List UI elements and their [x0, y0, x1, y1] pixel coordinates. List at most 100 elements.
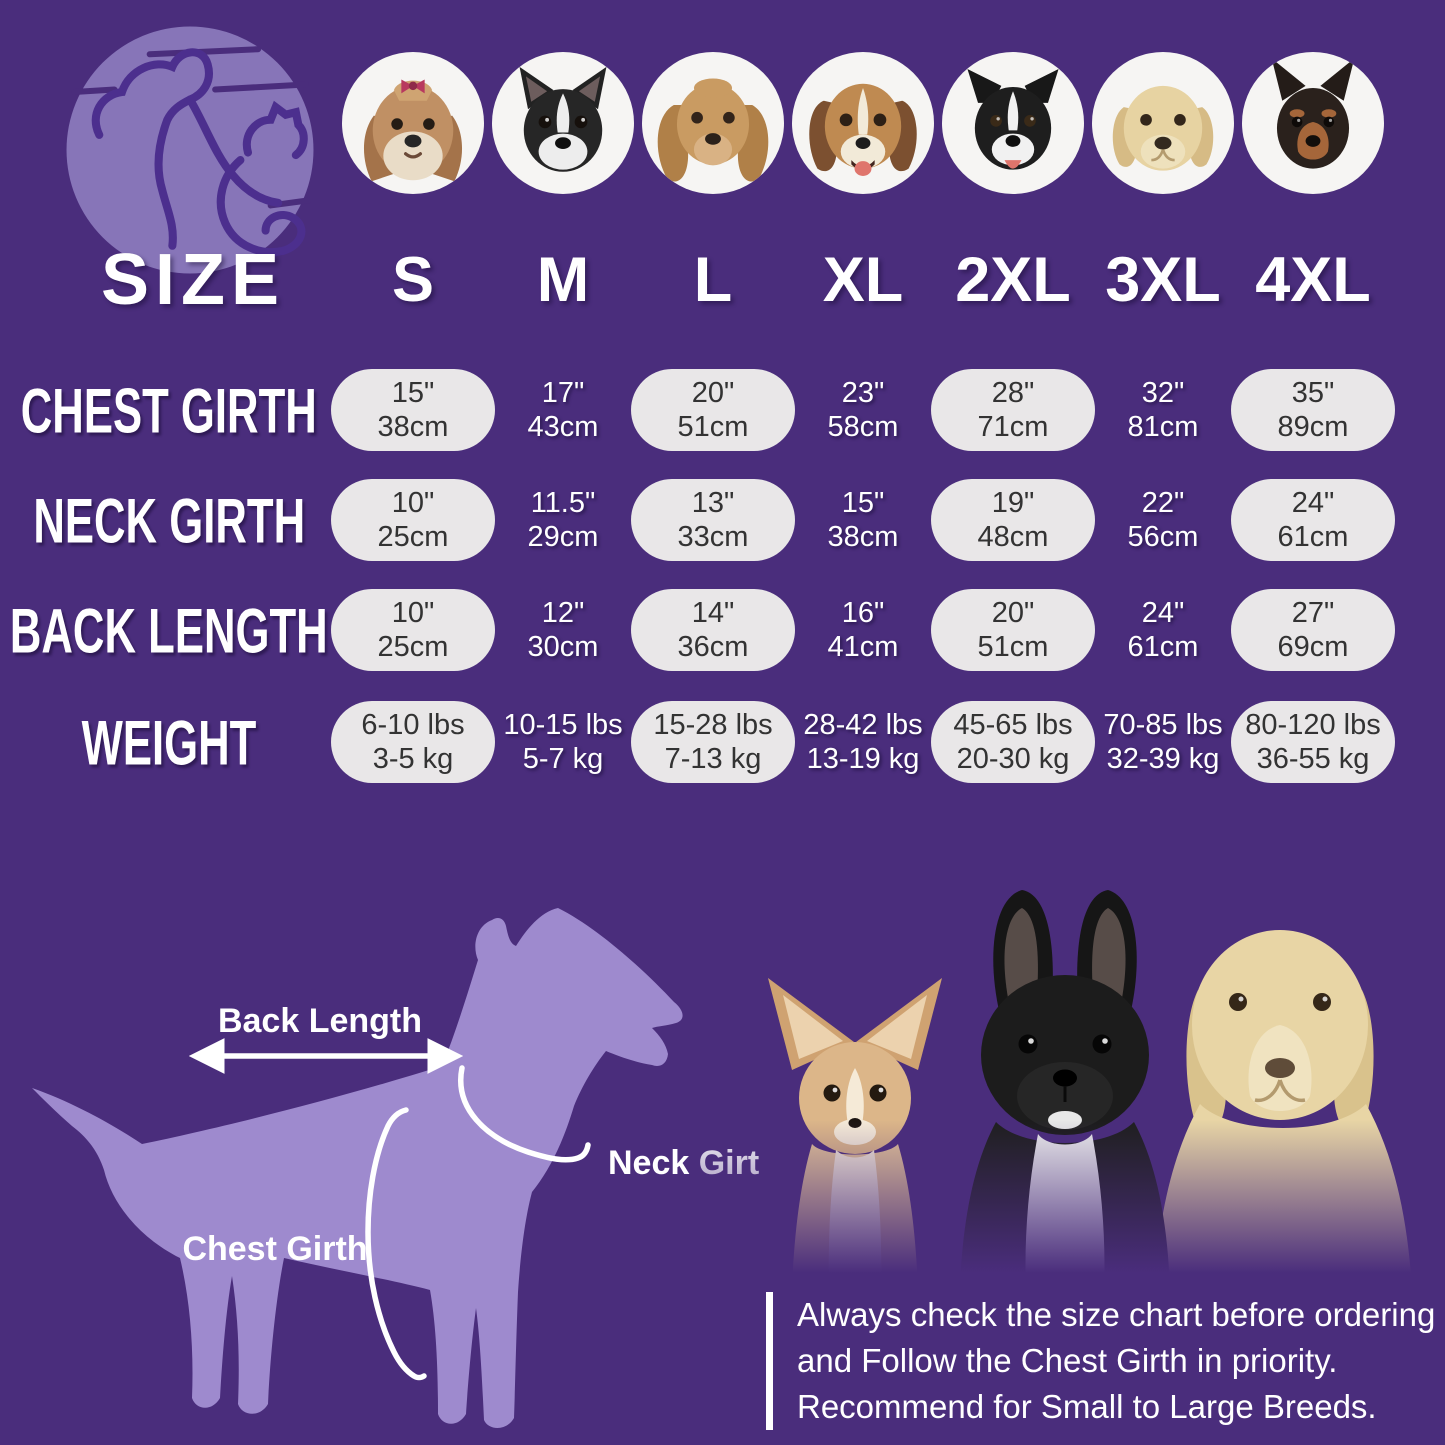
cell-row1-col3: 15" 38cm — [781, 479, 945, 561]
cell-value: 14" — [691, 597, 735, 629]
cell-value: 16" — [841, 597, 885, 629]
cell-row2-col0: 10" 25cm — [331, 589, 495, 671]
row-label-neck-girth: NECK GIRTH — [33, 484, 305, 556]
cell-row0-col5: 32" 81cm — [1081, 369, 1245, 451]
cell-value: 89cm — [1277, 411, 1349, 443]
cell-value: 32-39 kg — [1106, 743, 1220, 775]
cell-value: 38cm — [827, 521, 899, 553]
labrador-icon — [1112, 85, 1214, 171]
cell-value: 10" — [391, 597, 435, 629]
row-label-back-length: BACK LENGTH — [10, 594, 328, 666]
cell-value: 32" — [1141, 377, 1185, 409]
size-header-4xl: 4XL — [1255, 245, 1371, 315]
shih-tzu-icon — [363, 79, 463, 182]
size-header-row: SIZE S M L XL 2XL 3XL 4XL — [0, 238, 1445, 322]
cell-row3-col6: 80-120 lbs 36-55 kg — [1231, 701, 1395, 783]
cell-row0-col4: 28" 71cm — [931, 369, 1095, 451]
size-advice-note: Always check the size chart before order… — [766, 1292, 1437, 1430]
cell-value: 36-55 kg — [1256, 743, 1370, 775]
cell-value: 58cm — [827, 411, 899, 443]
chest-girth-label: Chest Girth — [182, 1230, 367, 1268]
cell-value: 25cm — [377, 521, 449, 553]
note-line-1: Always check the size chart before order… — [797, 1296, 1436, 1333]
cell-value: 71cm — [977, 411, 1049, 443]
breed-photo-boston-terrier — [488, 52, 638, 194]
cell-value: 30cm — [527, 631, 599, 663]
chart-row-weight: WEIGHT 6-10 lbs 3-5 kg 10-15 lbs 5-7 kg 15-2… — [0, 688, 1445, 796]
cell-value: 45-65 lbs — [953, 709, 1073, 741]
cell-value: 70-85 lbs — [1103, 709, 1223, 741]
cell-row3-col5: 70-85 lbs 32-39 kg — [1081, 701, 1245, 783]
cell-value: 6-10 lbs — [361, 709, 465, 741]
cell-value: 27" — [1291, 597, 1335, 629]
dog-silhouette — [32, 908, 683, 1428]
cell-value: 43cm — [527, 411, 599, 443]
size-header-2xl: 2XL — [955, 245, 1071, 315]
cell-value: 17" — [541, 377, 585, 409]
cell-value: 56cm — [1127, 521, 1199, 553]
cell-row0-col0: 15" 38cm — [331, 369, 495, 451]
border-collie-icon — [967, 68, 1059, 170]
cell-row1-col6: 24" 61cm — [1231, 479, 1395, 561]
breed-photo-row — [0, 50, 1445, 196]
neck-girth-curve — [458, 1065, 591, 1163]
cell-value: 10-15 lbs — [503, 709, 623, 741]
cell-value: 35" — [1291, 377, 1335, 409]
cell-row3-col0: 6-10 lbs 3-5 kg — [331, 701, 495, 783]
cell-value: 28" — [991, 377, 1035, 409]
cell-value: 36cm — [677, 631, 749, 663]
cell-row3-col4: 45-65 lbs 20-30 kg — [931, 701, 1095, 783]
doberman-icon — [1271, 58, 1355, 169]
chart-row-neck-girth: NECK GIRTH 10" 25cm 11.5" 29cm 13" 33cm 15" 38c… — [0, 466, 1445, 574]
cell-value: 15-28 lbs — [653, 709, 773, 741]
cell-value: 22" — [1141, 487, 1185, 519]
cell-value: 48cm — [977, 521, 1049, 553]
cell-row0-col2: 20" 51cm — [631, 369, 795, 451]
dog-silhouette-diagram: Back Length Neck Girth Chest Girth — [32, 908, 760, 1428]
cell-value: 11.5" — [530, 487, 596, 519]
cell-value: 20" — [991, 597, 1035, 629]
breed-photo-doberman — [1238, 52, 1388, 194]
size-header-m: M — [536, 245, 590, 315]
cell-value: 80-120 lbs — [1245, 709, 1381, 741]
size-header-xl: XL — [822, 245, 904, 315]
cell-value: 25cm — [377, 631, 449, 663]
cell-value: 28-42 lbs — [803, 709, 923, 741]
cell-value: 15" — [391, 377, 435, 409]
cell-row0-col1: 17" 43cm — [481, 369, 645, 451]
size-header-s: S — [391, 245, 435, 315]
cell-row3-col3: 28-42 lbs 13-19 kg — [781, 701, 945, 783]
breed-photo-beagle — [788, 52, 938, 194]
cell-value: 29cm — [527, 521, 599, 553]
row-label-weight: WEIGHT — [81, 706, 257, 778]
cell-row1-col1: 11.5" 29cm — [481, 479, 645, 561]
cell-row2-col3: 16" 41cm — [781, 589, 945, 671]
cell-row3-col1: 10-15 lbs 5-7 kg — [481, 701, 645, 783]
cell-value: 13" — [691, 487, 735, 519]
cell-value: 23" — [841, 377, 885, 409]
cell-value: 51cm — [977, 631, 1049, 663]
cell-value: 24" — [1291, 487, 1335, 519]
cell-value: 19" — [991, 487, 1035, 519]
cell-value: 3-5 kg — [372, 743, 454, 775]
size-title: SIZE — [100, 240, 286, 320]
breed-photo-labrador — [1088, 52, 1238, 194]
cell-value: 13-19 kg — [806, 743, 920, 775]
cell-row1-col0: 10" 25cm — [331, 479, 495, 561]
beagle-icon — [809, 83, 917, 176]
cell-row0-col6: 35" 89cm — [1231, 369, 1395, 451]
cell-row2-col1: 12" 30cm — [481, 589, 645, 671]
three-dogs-icon — [700, 890, 1445, 1290]
cell-row2-col2: 14" 36cm — [631, 589, 795, 671]
cell-value: 12" — [541, 597, 585, 629]
size-header-3xl: 3XL — [1105, 245, 1221, 315]
cell-value: 69cm — [1277, 631, 1349, 663]
cell-value: 7-13 kg — [664, 743, 762, 775]
note-line-2: and Follow the Chest Girth in priority. — [797, 1342, 1338, 1379]
cell-value: 33cm — [677, 521, 749, 553]
cell-row2-col4: 20" 51cm — [931, 589, 1095, 671]
cell-row1-col2: 13" 33cm — [631, 479, 795, 561]
breed-photo-cocker-spaniel — [638, 52, 788, 194]
brand-logo — [64, 24, 316, 276]
